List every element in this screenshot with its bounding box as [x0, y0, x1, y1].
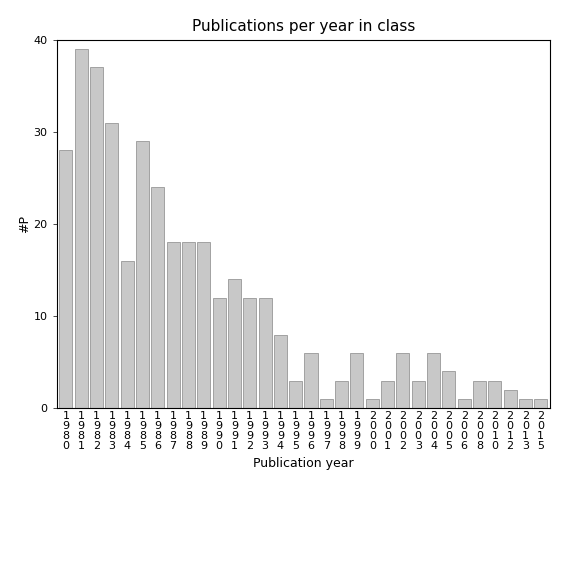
Bar — [458, 399, 471, 408]
Title: Publications per year in class: Publications per year in class — [192, 19, 415, 35]
Bar — [350, 353, 363, 408]
Bar — [304, 353, 318, 408]
Bar — [121, 261, 134, 408]
Bar — [488, 380, 501, 408]
Bar — [136, 141, 149, 408]
Bar — [519, 399, 532, 408]
Bar — [442, 371, 455, 408]
Y-axis label: #P: #P — [18, 215, 31, 233]
Bar — [90, 67, 103, 408]
Bar — [228, 279, 241, 408]
Bar — [320, 399, 333, 408]
Bar — [105, 122, 119, 408]
Bar — [197, 242, 210, 408]
Bar — [381, 380, 394, 408]
Bar — [412, 380, 425, 408]
Bar — [243, 298, 256, 408]
Bar — [366, 399, 379, 408]
Bar — [213, 298, 226, 408]
Bar — [259, 298, 272, 408]
Bar — [167, 242, 180, 408]
Bar — [151, 187, 164, 408]
Bar — [427, 353, 440, 408]
Bar — [289, 380, 302, 408]
Bar — [274, 335, 287, 408]
X-axis label: Publication year: Publication year — [253, 456, 354, 469]
Bar — [75, 49, 88, 408]
Bar — [182, 242, 195, 408]
Bar — [335, 380, 348, 408]
Bar — [473, 380, 486, 408]
Bar — [534, 399, 547, 408]
Bar — [503, 390, 517, 408]
Bar — [396, 353, 409, 408]
Bar — [60, 150, 73, 408]
